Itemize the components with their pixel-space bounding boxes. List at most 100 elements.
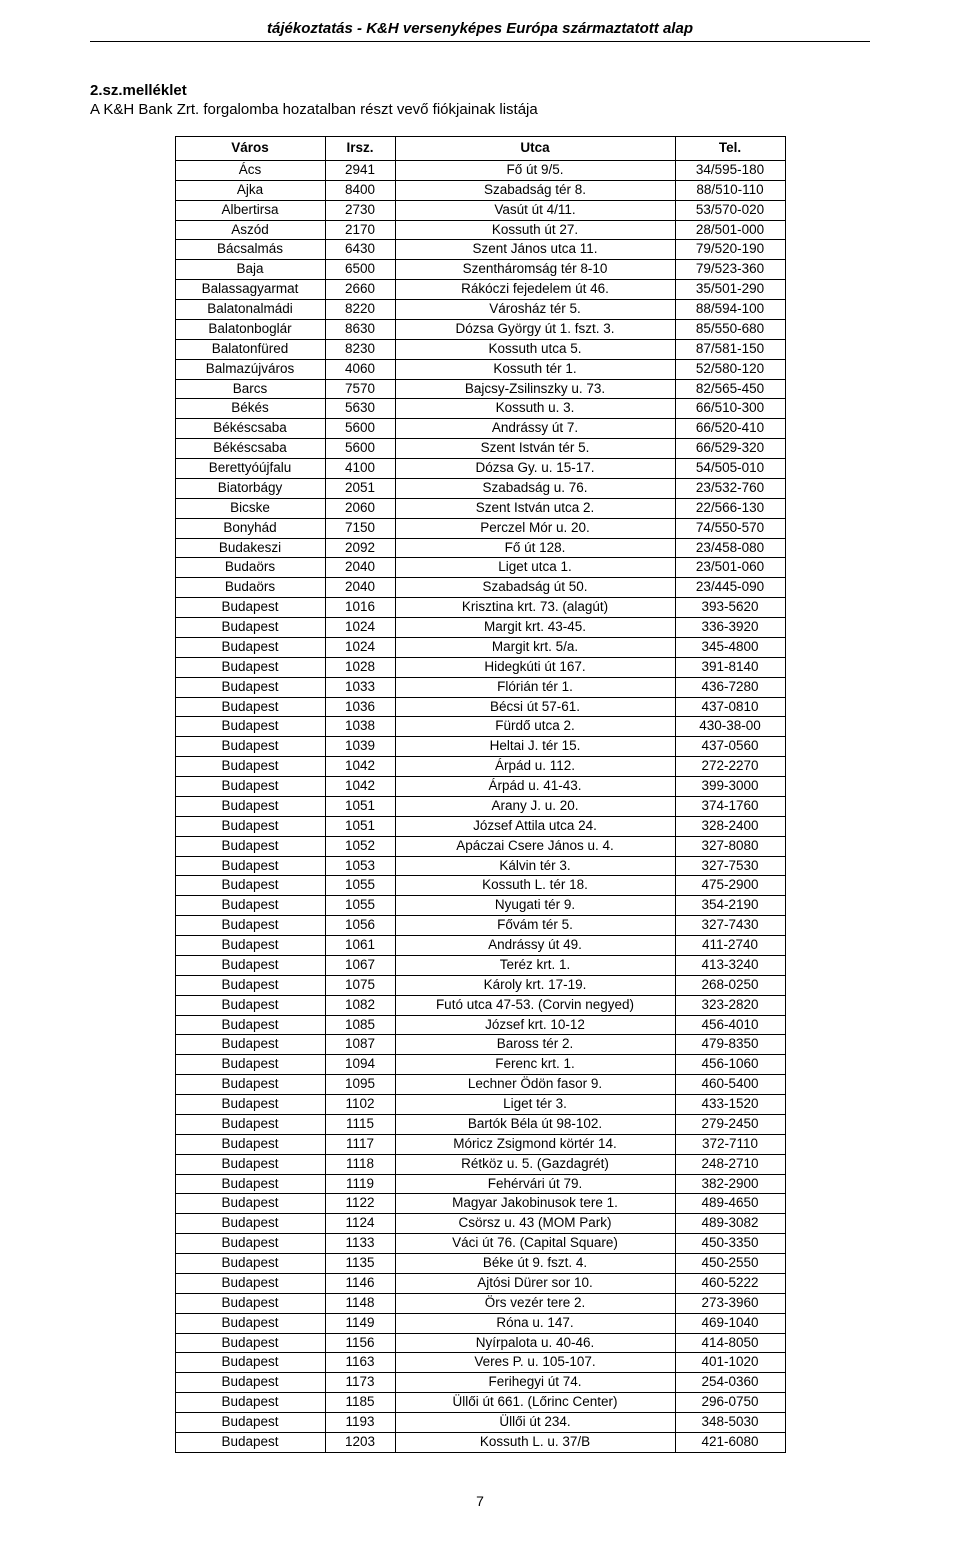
- table-cell: 437-0810: [675, 697, 785, 717]
- table-cell: Üllői út 661. (Lőrinc Center): [395, 1393, 675, 1413]
- table-cell: 34/595-180: [675, 160, 785, 180]
- table-cell: 323-2820: [675, 995, 785, 1015]
- table-cell: 436-7280: [675, 677, 785, 697]
- table-cell: Fővám tér 5.: [395, 916, 675, 936]
- table-cell: 1061: [325, 936, 395, 956]
- table-cell: Budapest: [175, 816, 325, 836]
- table-row: Budapest1075Károly krt. 17-19.268-0250: [175, 975, 785, 995]
- table-cell: Budapest: [175, 618, 325, 638]
- table-cell: 66/520-410: [675, 419, 785, 439]
- table-cell: 1146: [325, 1273, 395, 1293]
- table-cell: Budaörs: [175, 558, 325, 578]
- table-cell: 1016: [325, 598, 395, 618]
- table-cell: 296-0750: [675, 1393, 785, 1413]
- table-cell: 327-8080: [675, 836, 785, 856]
- table-row: Budapest1193Üllői út 234.348-5030: [175, 1413, 785, 1433]
- table-cell: Kossuth L. tér 18.: [395, 876, 675, 896]
- table-cell: Budapest: [175, 1174, 325, 1194]
- table-cell: 456-1060: [675, 1055, 785, 1075]
- table-cell: Budapest: [175, 955, 325, 975]
- table-row: Budapest1119Fehérvári út 79.382-2900: [175, 1174, 785, 1194]
- table-row: Budapest1036Bécsi út 57-61.437-0810: [175, 697, 785, 717]
- table-cell: Budapest: [175, 995, 325, 1015]
- table-cell: Árpád u. 112.: [395, 757, 675, 777]
- table-cell: 1115: [325, 1114, 395, 1134]
- table-cell: 2660: [325, 280, 395, 300]
- table-cell: Budapest: [175, 1194, 325, 1214]
- table-row: Budapest1082Futó utca 47-53. (Corvin neg…: [175, 995, 785, 1015]
- table-cell: Bácsalmás: [175, 240, 325, 260]
- table-row: Budapest1102Liget tér 3.433-1520: [175, 1095, 785, 1115]
- table-cell: 382-2900: [675, 1174, 785, 1194]
- table-cell: Ferihegyi út 74.: [395, 1373, 675, 1393]
- table-cell: 489-4650: [675, 1194, 785, 1214]
- table-cell: 5630: [325, 399, 395, 419]
- table-cell: Örs vezér tere 2.: [395, 1293, 675, 1313]
- table-cell: Vasút út 4/11.: [395, 200, 675, 220]
- table-cell: Budapest: [175, 598, 325, 618]
- table-cell: 411-2740: [675, 936, 785, 956]
- table-cell: Kossuth tér 1.: [395, 359, 675, 379]
- table-cell: Budapest: [175, 1055, 325, 1075]
- table-cell: Apáczai Csere János u. 4.: [395, 836, 675, 856]
- table-row: Budapest1016Krisztina krt. 73. (alagút)3…: [175, 598, 785, 618]
- table-row: Budapest1203Kossuth L. u. 37/B421-6080: [175, 1432, 785, 1452]
- table-row: Budapest1185Üllői út 661. (Lőrinc Center…: [175, 1393, 785, 1413]
- table-cell: Budapest: [175, 876, 325, 896]
- table-row: Budapest1135Béke út 9. fszt. 4.450-2550: [175, 1254, 785, 1274]
- table-row: Budapest1042Árpád u. 112.272-2270: [175, 757, 785, 777]
- table-row: Albertirsa2730Vasút út 4/11.53/570-020: [175, 200, 785, 220]
- table-row: Budapest1095Lechner Ödön fasor 9.460-540…: [175, 1075, 785, 1095]
- table-cell: Budapest: [175, 777, 325, 797]
- page-number: 7: [90, 1493, 870, 1509]
- table-cell: 35/501-290: [675, 280, 785, 300]
- table-cell: Ajtósi Dürer sor 10.: [395, 1273, 675, 1293]
- table-cell: 1075: [325, 975, 395, 995]
- table-cell: Rétköz u. 5. (Gazdagrét): [395, 1154, 675, 1174]
- table-row: Baja6500Szentháromság tér 8-1079/523-360: [175, 260, 785, 280]
- table-cell: 1148: [325, 1293, 395, 1313]
- table-cell: Róna u. 147.: [395, 1313, 675, 1333]
- table-cell: Liget tér 3.: [395, 1095, 675, 1115]
- table-row: Budapest1039Heltai J. tér 15.437-0560: [175, 737, 785, 757]
- table-cell: 22/566-130: [675, 498, 785, 518]
- table-cell: 450-3350: [675, 1234, 785, 1254]
- table-cell: 1095: [325, 1075, 395, 1095]
- table-row: Aszód2170Kossuth út 27.28/501-000: [175, 220, 785, 240]
- table-cell: Veres P. u. 105-107.: [395, 1353, 675, 1373]
- table-cell: Hidegkúti út 167.: [395, 657, 675, 677]
- table-cell: Szent István utca 2.: [395, 498, 675, 518]
- table-cell: 1082: [325, 995, 395, 1015]
- table-cell: 273-3960: [675, 1293, 785, 1313]
- table-cell: Balmazújváros: [175, 359, 325, 379]
- table-cell: 1051: [325, 816, 395, 836]
- table-cell: Szabadság u. 76.: [395, 478, 675, 498]
- table-cell: 421-6080: [675, 1432, 785, 1452]
- table-cell: 1203: [325, 1432, 395, 1452]
- table-cell: 1156: [325, 1333, 395, 1353]
- table-cell: Bajcsy-Zsilinszky u. 73.: [395, 379, 675, 399]
- table-cell: Nyugati tér 9.: [395, 896, 675, 916]
- table-cell: 79/520-190: [675, 240, 785, 260]
- table-cell: 6430: [325, 240, 395, 260]
- col-city: Város: [175, 137, 325, 161]
- table-row: Berettyóújfalu4100Dózsa Gy. u. 15-17.54/…: [175, 459, 785, 479]
- table-row: Budapest1156Nyírpalota u. 40-46.414-8050: [175, 1333, 785, 1353]
- table-cell: 2040: [325, 578, 395, 598]
- table-row: Bicske2060Szent István utca 2.22/566-130: [175, 498, 785, 518]
- table-row: Budapest1117Móricz Zsigmond körtér 14.37…: [175, 1134, 785, 1154]
- table-cell: Kossuth utca 5.: [395, 339, 675, 359]
- table-cell: Rákóczi fejedelem út 46.: [395, 280, 675, 300]
- table-cell: 336-3920: [675, 618, 785, 638]
- col-zip: Irsz.: [325, 137, 395, 161]
- document-header: tájékoztatás - K&H versenyképes Európa s…: [90, 20, 870, 42]
- table-cell: Balatonalmádi: [175, 300, 325, 320]
- table-cell: 1087: [325, 1035, 395, 1055]
- table-cell: Károly krt. 17-19.: [395, 975, 675, 995]
- table-cell: Budapest: [175, 856, 325, 876]
- table-row: Budapest1061Andrássy út 49.411-2740: [175, 936, 785, 956]
- table-cell: 475-2900: [675, 876, 785, 896]
- table-cell: Baja: [175, 260, 325, 280]
- table-cell: 1118: [325, 1154, 395, 1174]
- table-cell: 460-5222: [675, 1273, 785, 1293]
